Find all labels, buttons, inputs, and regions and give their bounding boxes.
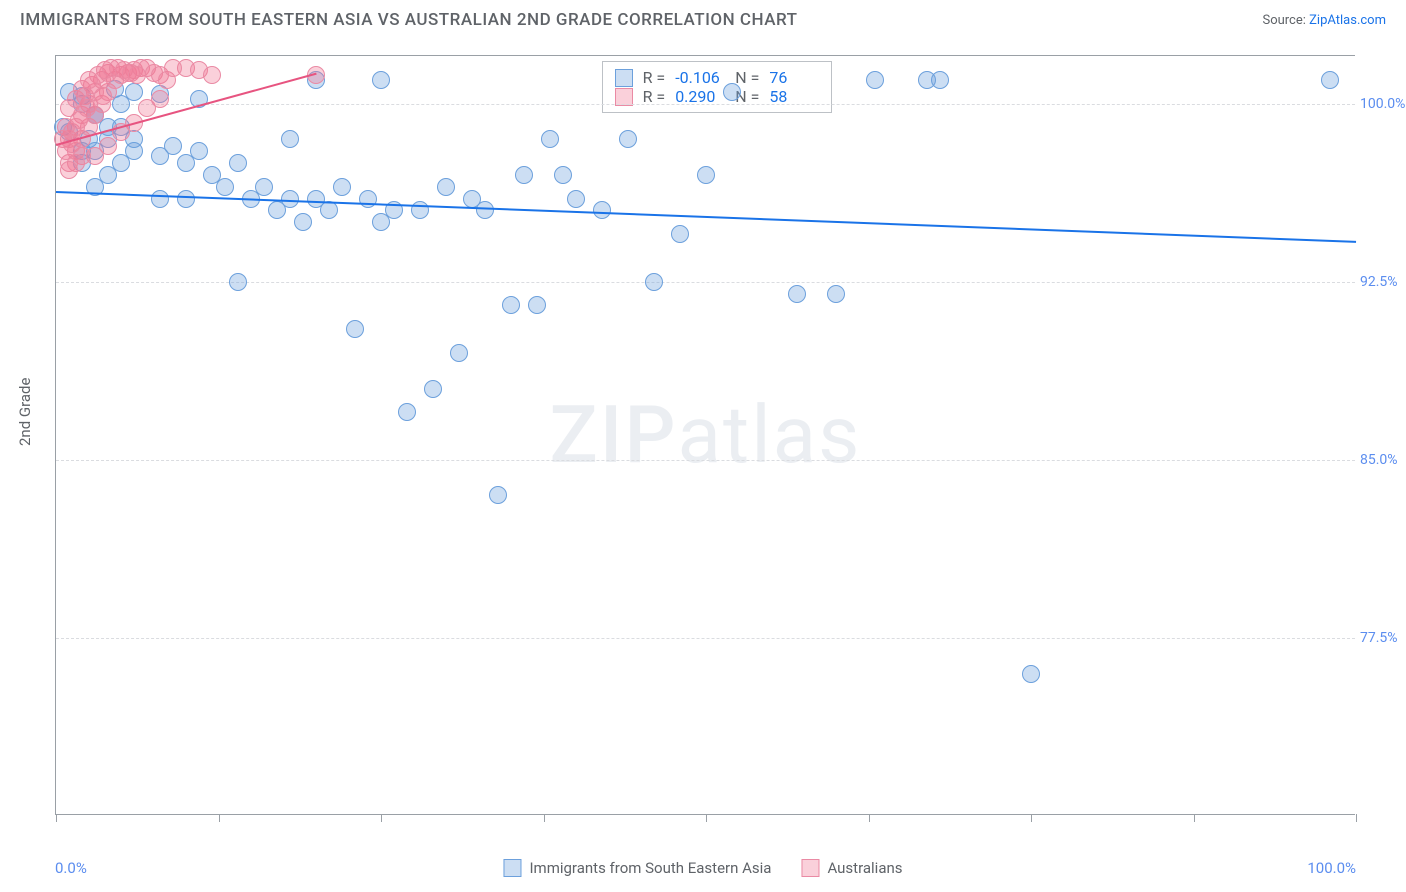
- point-series-a: [918, 71, 936, 89]
- point-series-a: [281, 130, 299, 148]
- x-tick: [56, 814, 57, 822]
- point-series-a: [216, 178, 234, 196]
- y-axis-label: 2nd Grade: [16, 378, 34, 446]
- bottom-legend: Immigrants from South Eastern Asia Austra…: [503, 859, 902, 877]
- point-series-a: [177, 190, 195, 208]
- x-tick: [869, 814, 870, 822]
- point-series-a: [164, 137, 182, 155]
- source-attribution: Source: ZipAtlas.com: [1262, 13, 1386, 28]
- legend-label: Australians: [827, 859, 902, 877]
- point-series-a: [333, 178, 351, 196]
- point-series-a: [229, 154, 247, 172]
- point-series-b: [203, 66, 221, 84]
- source-prefix: Source:: [1262, 13, 1309, 28]
- y-tick-label: 77.5%: [1360, 630, 1406, 646]
- x-axis-max-label: 100.0%: [1307, 859, 1356, 877]
- x-tick: [381, 814, 382, 822]
- point-series-a: [645, 273, 663, 291]
- watermark-part1: ZIP: [550, 388, 678, 482]
- point-series-a: [320, 201, 338, 219]
- point-series-a: [346, 320, 364, 338]
- x-tick: [1194, 814, 1195, 822]
- point-series-b: [128, 66, 146, 84]
- point-series-a: [619, 130, 637, 148]
- chart-header: IMMIGRANTS FROM SOUTH EASTERN ASIA VS AU…: [0, 0, 1406, 35]
- y-tick-label: 100.0%: [1360, 96, 1406, 112]
- correlation-stats-box: R =-0.106N =76R =0.290N =58: [602, 61, 833, 113]
- x-axis-min-label: 0.0%: [55, 859, 87, 877]
- stats-n-value: 76: [769, 68, 819, 87]
- point-series-a: [541, 130, 559, 148]
- point-series-a: [515, 166, 533, 184]
- watermark-part2: atlas: [678, 388, 862, 482]
- point-series-a: [190, 142, 208, 160]
- point-series-a: [151, 190, 169, 208]
- gridline: [56, 104, 1355, 105]
- point-series-a: [502, 296, 520, 314]
- point-series-a: [294, 213, 312, 231]
- point-series-a: [827, 285, 845, 303]
- point-series-a: [697, 166, 715, 184]
- point-series-a: [372, 71, 390, 89]
- legend-label: Immigrants from South Eastern Asia: [529, 859, 771, 877]
- x-tick: [544, 814, 545, 822]
- legend-swatch: [503, 859, 521, 877]
- point-series-b: [80, 71, 98, 89]
- stats-row: R = -0.106 N = 76: [615, 68, 820, 87]
- point-series-a: [424, 380, 442, 398]
- stats-swatch: [615, 69, 633, 87]
- source-link[interactable]: ZipAtlas.com: [1309, 13, 1386, 28]
- point-series-a: [125, 83, 143, 101]
- point-series-a: [593, 201, 611, 219]
- point-series-a: [866, 71, 884, 89]
- chart-title: IMMIGRANTS FROM SOUTH EASTERN ASIA VS AU…: [20, 10, 798, 30]
- point-series-a: [437, 178, 455, 196]
- point-series-a: [528, 296, 546, 314]
- x-tick: [219, 814, 220, 822]
- legend-item: Australians: [801, 859, 902, 877]
- point-series-a: [723, 83, 741, 101]
- stats-n-label: N =: [735, 68, 759, 87]
- point-series-b: [164, 59, 182, 77]
- point-series-a: [99, 166, 117, 184]
- point-series-a: [554, 166, 572, 184]
- x-tick: [706, 814, 707, 822]
- gridline: [56, 282, 1355, 283]
- x-tick: [1356, 814, 1357, 822]
- point-series-b: [60, 161, 78, 179]
- point-series-a: [671, 225, 689, 243]
- point-series-a: [489, 486, 507, 504]
- stats-r-label: R =: [643, 68, 666, 87]
- point-series-b: [99, 137, 117, 155]
- point-series-a: [268, 201, 286, 219]
- legend-item: Immigrants from South Eastern Asia: [503, 859, 771, 877]
- point-series-b: [151, 90, 169, 108]
- x-tick: [1031, 814, 1032, 822]
- trendline-series-a: [56, 191, 1356, 243]
- gridline: [56, 638, 1355, 639]
- point-series-a: [229, 273, 247, 291]
- gridline: [56, 460, 1355, 461]
- legend-swatch: [801, 859, 819, 877]
- point-series-a: [450, 344, 468, 362]
- point-series-a: [463, 190, 481, 208]
- y-tick-label: 92.5%: [1360, 274, 1406, 290]
- point-series-a: [1022, 665, 1040, 683]
- point-series-a: [398, 403, 416, 421]
- point-series-a: [788, 285, 806, 303]
- point-series-a: [372, 213, 390, 231]
- point-series-a: [567, 190, 585, 208]
- stats-r-value: -0.106: [675, 68, 725, 87]
- point-series-a: [1321, 71, 1339, 89]
- plot-area: ZIPatlas R =-0.106N =76R =0.290N =58 77.…: [55, 55, 1355, 815]
- y-tick-label: 85.0%: [1360, 452, 1406, 468]
- point-series-b: [94, 87, 112, 105]
- watermark: ZIPatlas: [550, 388, 862, 482]
